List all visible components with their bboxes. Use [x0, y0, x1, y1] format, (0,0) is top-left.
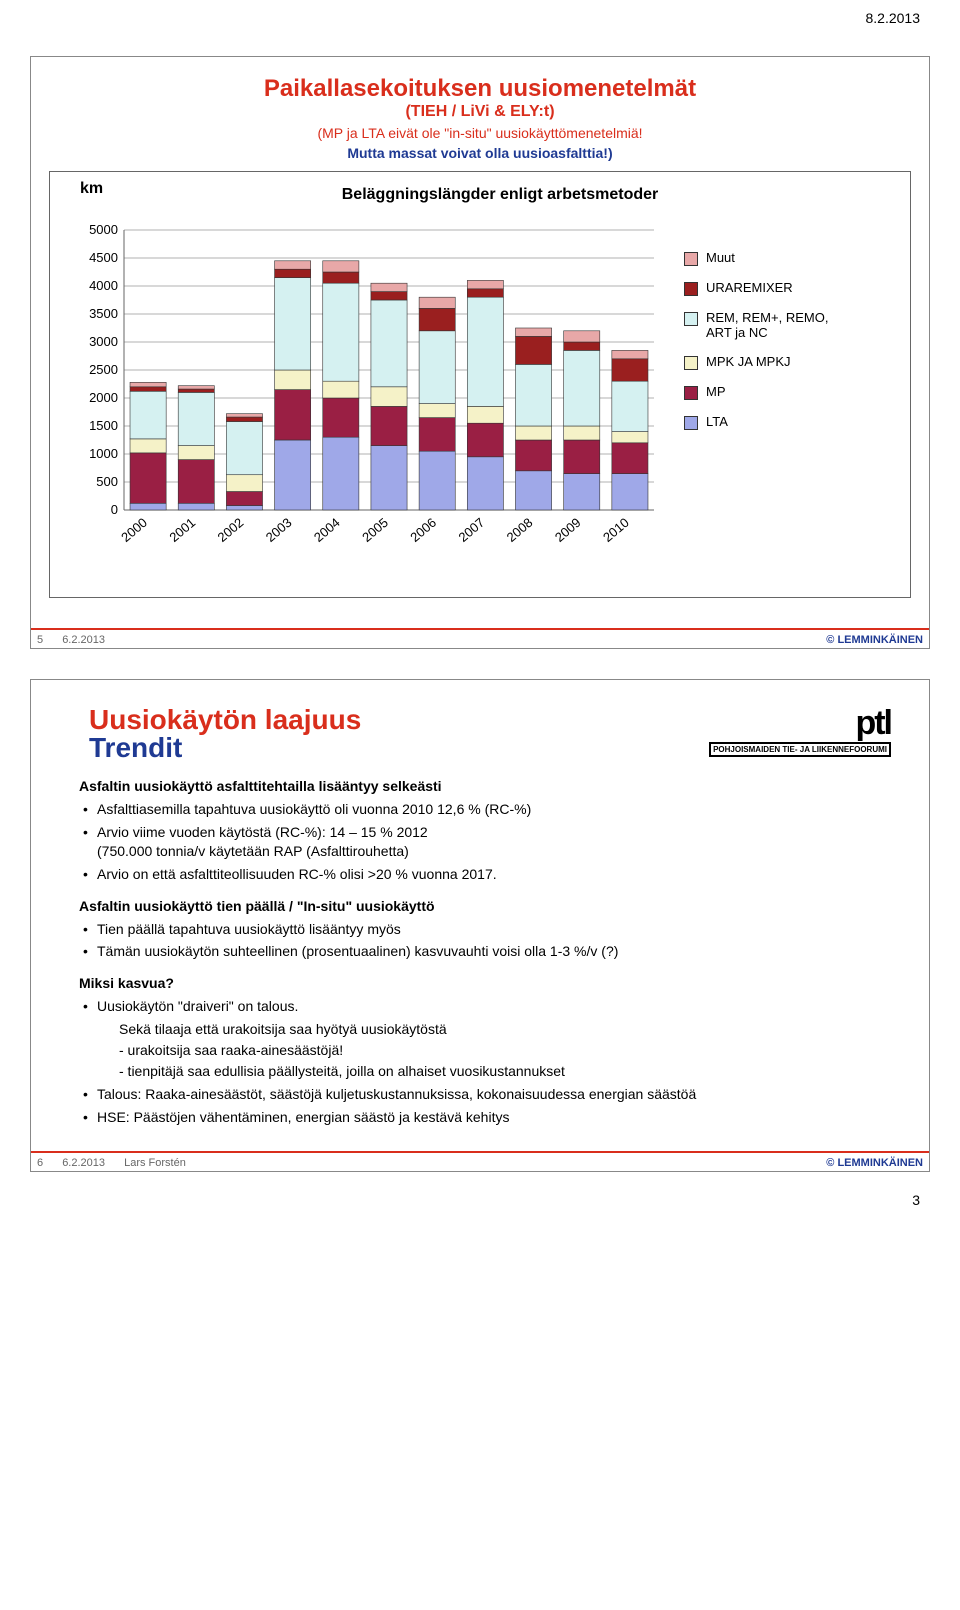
legend-item: MP: [684, 384, 854, 400]
ptl-logo-text: ptl: [709, 704, 891, 743]
svg-text:0: 0: [111, 502, 118, 517]
section3-bullets2: Talous: Raaka-ainesäästöt, säästöjä kulj…: [79, 1085, 881, 1127]
svg-text:3000: 3000: [89, 334, 118, 349]
bullet-item: Arvio on että asfalttiteollisuuden RC-% …: [79, 865, 881, 884]
footer-date: 6.2.2013: [62, 634, 105, 646]
footer-brand: © LEMMINKÄINEN: [826, 634, 923, 646]
svg-text:1500: 1500: [89, 418, 118, 433]
bullet-item: Talous: Raaka-ainesäästöt, säästöjä kulj…: [79, 1085, 881, 1104]
legend-item: URAREMIXER: [684, 280, 854, 296]
svg-text:4500: 4500: [89, 250, 118, 265]
legend-item: Muut: [684, 250, 854, 266]
page-date: 8.2.2013: [0, 0, 960, 26]
section3-bullets: Uusiokäytön "draiveri" on talous.: [79, 997, 881, 1016]
sub-line: - tienpitäjä saa edullisia päällysteitä,…: [79, 1062, 881, 1081]
slide2-body: Asfaltin uusiokäyttö asfalttitehtailla l…: [49, 778, 911, 1151]
svg-text:2002: 2002: [215, 515, 247, 545]
svg-text:2010: 2010: [600, 515, 632, 545]
svg-text:2001: 2001: [166, 515, 198, 545]
bullet-item: Arvio viime vuoden käytöstä (RC-%): 14 –…: [79, 823, 881, 861]
title-sub2: (MP ja LTA eivät ole "in-situ" uusiokäyt…: [49, 125, 911, 141]
legend-item: LTA: [684, 414, 854, 430]
footer-num: 6: [37, 1157, 43, 1169]
sub-line: Sekä tilaaja että urakoitsija saa hyötyä…: [79, 1020, 881, 1039]
section2-heading: Asfaltin uusiokäyttö tien päällä / "In-s…: [79, 898, 881, 914]
legend-label: LTA: [706, 414, 728, 429]
slide2-footer: 6 6.2.2013 Lars Forstén © LEMMINKÄINEN: [31, 1151, 929, 1171]
slide2-title: Uusiokäytön laajuus Trendit: [89, 704, 361, 764]
title-line2: Trendit: [89, 732, 361, 764]
legend-label: MPK JA MPKJ: [706, 354, 791, 369]
slide-1: Paikallasekoituksen uusiomenetelmät (TIE…: [30, 56, 930, 649]
footer-brand: © LEMMINKÄINEN: [826, 1157, 923, 1169]
legend-swatch: [684, 252, 698, 266]
svg-text:5000: 5000: [89, 222, 118, 237]
y-axis-label: km: [80, 180, 103, 198]
page-number: 3: [0, 1192, 960, 1218]
section1-bullets: Asfalttiasemilla tapahtuva uusiokäyttö o…: [79, 800, 881, 884]
section2-bullets: Tien päällä tapahtuva uusiokäyttö lisään…: [79, 920, 881, 962]
section3-heading: Miksi kasvua?: [79, 975, 881, 991]
svg-text:2003: 2003: [263, 515, 295, 545]
legend-label: MP: [706, 384, 726, 399]
legend-swatch: [684, 356, 698, 370]
svg-text:2007: 2007: [455, 515, 487, 545]
svg-text:2000: 2000: [118, 515, 150, 545]
legend-label: Muut: [706, 250, 735, 265]
title-main: Paikallasekoituksen uusiomenetelmät: [49, 75, 911, 103]
sub-line: - urakoitsija saa raaka-ainesäästöjä!: [79, 1041, 881, 1060]
svg-text:2000: 2000: [89, 390, 118, 405]
svg-text:2009: 2009: [552, 515, 584, 545]
svg-text:500: 500: [96, 474, 118, 489]
section1-heading: Asfaltin uusiokäyttö asfalttitehtailla l…: [79, 778, 881, 794]
svg-text:2004: 2004: [311, 515, 343, 545]
bullet-item: Tämän uusiokäytön suhteellinen (prosentu…: [79, 942, 881, 961]
svg-text:2008: 2008: [504, 515, 536, 545]
chart-title: Beläggningslängder enligt arbetsmetoder: [104, 186, 896, 204]
title-sub1: (TIEH / LiVi & ELY:t): [49, 103, 911, 121]
ptl-logo: ptl POHJOISMAIDEN TIE- JA LIIKENNEFOORUM…: [709, 704, 891, 757]
bullet-item: HSE: Päästöjen vähentäminen, energian sä…: [79, 1108, 881, 1127]
legend-item: MPK JA MPKJ: [684, 354, 854, 370]
svg-text:2006: 2006: [407, 515, 439, 545]
slide1-footer: 5 6.2.2013 © LEMMINKÄINEN: [31, 628, 929, 648]
footer-date: 6.2.2013: [62, 1157, 105, 1169]
chart-container: km Beläggningslängder enligt arbetsmetod…: [49, 171, 911, 598]
legend-label: REM, REM+, REMO, ART ja NC: [706, 310, 854, 340]
legend-swatch: [684, 312, 698, 326]
slide1-title: Paikallasekoituksen uusiomenetelmät (TIE…: [49, 75, 911, 161]
chart-legend: Muut URAREMIXER REM, REM+, REMO, ART ja NC…: [684, 220, 854, 444]
legend-item: REM, REM+, REMO, ART ja NC: [684, 310, 854, 340]
legend-swatch: [684, 416, 698, 430]
bullet-item: Uusiokäytön "draiveri" on talous.: [79, 997, 881, 1016]
legend-label: URAREMIXER: [706, 280, 793, 295]
section3-sublines: Sekä tilaaja että urakoitsija saa hyötyä…: [79, 1020, 881, 1081]
legend-swatch: [684, 282, 698, 296]
footer-num: 5: [37, 634, 43, 646]
svg-text:2500: 2500: [89, 362, 118, 377]
svg-text:4000: 4000: [89, 278, 118, 293]
ptl-logo-tag: POHJOISMAIDEN TIE- JA LIIKENNEFOORUMI: [709, 742, 891, 757]
slide-2: Uusiokäytön laajuus Trendit ptl POHJOISM…: [30, 679, 930, 1172]
svg-text:1000: 1000: [89, 446, 118, 461]
bullet-item: Tien päällä tapahtuva uusiokäyttö lisään…: [79, 920, 881, 939]
chart-plot: 0 500 1000 1500 2000 2500 3000 3500 4000 4500 5000…: [64, 220, 664, 583]
footer-author: Lars Forstén: [124, 1157, 186, 1169]
legend-swatch: [684, 386, 698, 400]
svg-text:3500: 3500: [89, 306, 118, 321]
title-sub3: Mutta massat voivat olla uusioasfalttia!…: [49, 145, 911, 161]
bullet-item: Asfalttiasemilla tapahtuva uusiokäyttö o…: [79, 800, 881, 819]
svg-text:2005: 2005: [359, 515, 391, 545]
